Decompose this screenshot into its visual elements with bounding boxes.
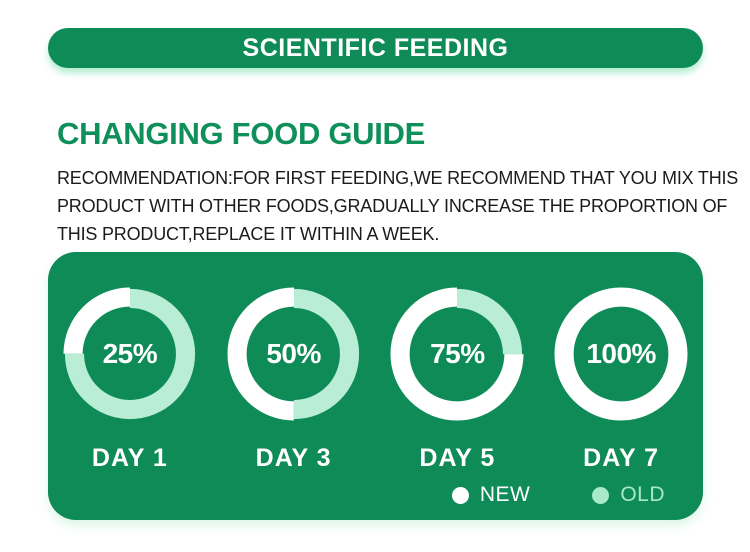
recommendation-line: PRODUCT WITH OTHER FOODS,GRADUALLY INCRE… [57, 196, 728, 216]
donut-percent-label: 100% [586, 338, 656, 369]
donut-chart-day-1: 25% [63, 287, 197, 421]
donut-row: 25% DAY 1 50% DAY 3 75% DAY 5 [48, 287, 703, 473]
donut-column-day-1: 25% DAY 1 [48, 287, 212, 473]
legend-label-new: NEW [479, 483, 531, 506]
banner-title: SCIENTIFIC FEEDING [242, 33, 509, 62]
day-label: DAY 5 [419, 444, 496, 472]
legend-new-dot [451, 486, 469, 504]
donut-percent-label: 50% [266, 338, 321, 369]
donut-chart-day-3: 50% [227, 287, 361, 421]
day-label: DAY 3 [255, 444, 332, 472]
donut-arc-new [554, 287, 688, 421]
section-banner: SCIENTIFIC FEEDING [48, 28, 703, 68]
chart-legend: NEW OLD [451, 483, 665, 507]
recommendation-text: RECOMMENDATION:FOR FIRST FEEDING,WE RECO… [57, 164, 739, 248]
recommendation-line: THIS PRODUCT,REPLACE IT WITHIN A WEEK. [57, 224, 440, 244]
donut-chart [63, 287, 197, 421]
donut-arc-new [63, 287, 197, 421]
legend-item-new: NEW [451, 483, 531, 507]
legend-item-old: OLD [592, 483, 665, 507]
donut-chart [227, 287, 361, 421]
legend-label-old: OLD [620, 483, 665, 506]
donut-percent-label: 25% [102, 338, 158, 369]
day-label: DAY 7 [583, 444, 660, 472]
feeding-guide-panel: 25% DAY 1 50% DAY 3 75% DAY 5 [48, 252, 703, 520]
donut-column-day-5: 75% DAY 5 [376, 287, 540, 473]
page-title: CHANGING FOOD GUIDE [57, 116, 426, 151]
donut-column-day-3: 50% DAY 3 [212, 287, 376, 473]
legend-old-dot [592, 486, 610, 504]
recommendation-line: RECOMMENDATION:FOR FIRST FEEDING,WE RECO… [57, 168, 739, 188]
day-label: DAY 1 [91, 444, 168, 472]
donut-chart [554, 287, 688, 421]
donut-column-day-7: 100% DAY 7 [539, 287, 703, 473]
donut-chart-day-5: 75% [390, 287, 524, 421]
donut-percent-label: 75% [430, 338, 485, 369]
donut-arc-new [390, 287, 524, 421]
donut-chart [390, 287, 524, 421]
donut-chart-day-7: 100% [554, 287, 688, 421]
donut-arc-new [227, 287, 361, 421]
